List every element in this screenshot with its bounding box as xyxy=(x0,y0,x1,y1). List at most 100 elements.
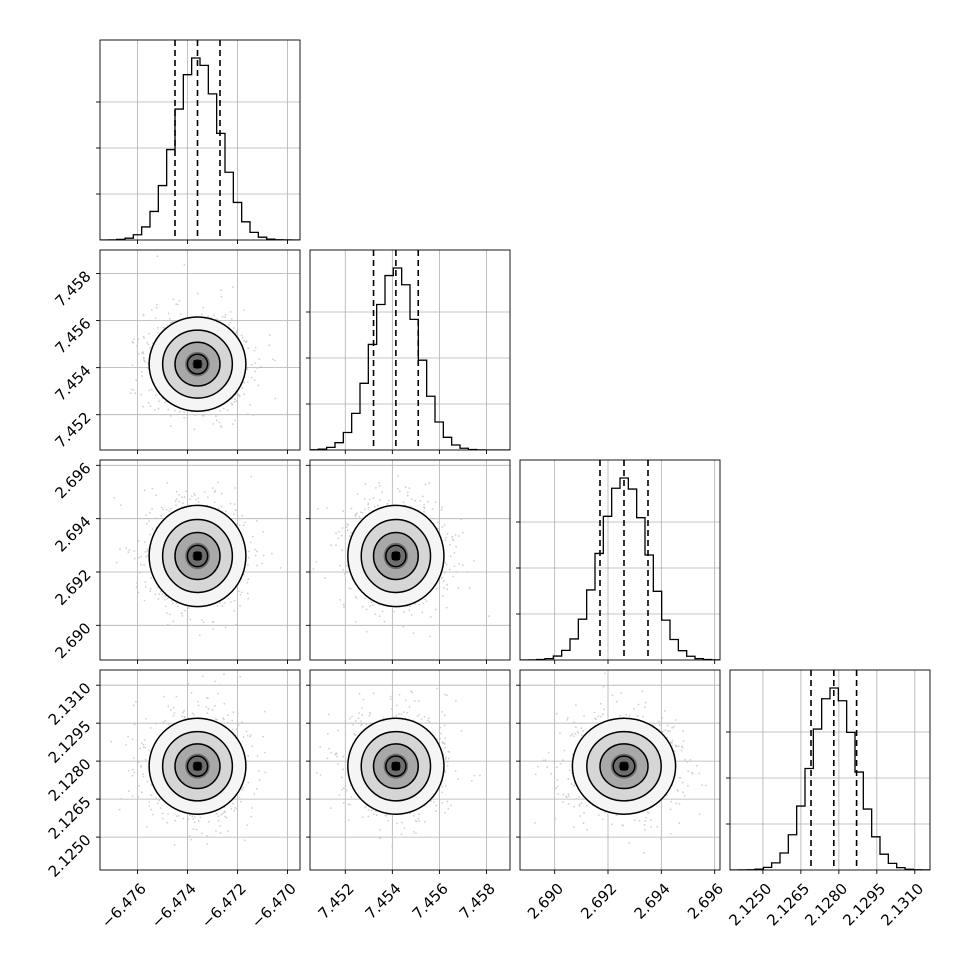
histogram-line xyxy=(100,57,300,240)
scatter-point xyxy=(402,625,405,628)
scatter-point xyxy=(212,621,215,623)
scatter-point xyxy=(233,503,236,506)
scatter-point xyxy=(169,415,172,417)
scatter-point xyxy=(131,340,134,343)
contour-line xyxy=(385,755,407,778)
scatter-point xyxy=(348,803,351,806)
scatter-point xyxy=(219,683,222,686)
scatter-point xyxy=(231,728,234,731)
scatter-point xyxy=(183,496,186,498)
x-tick-label: 2.694 xyxy=(631,880,674,923)
scatter-point xyxy=(455,700,457,702)
scatter-point xyxy=(434,501,437,504)
scatter-point xyxy=(160,506,163,509)
scatter-point xyxy=(206,835,209,837)
scatter-point xyxy=(443,724,446,727)
scatter-point xyxy=(425,600,428,603)
scatter-point xyxy=(319,746,322,748)
scatter-point xyxy=(197,500,200,503)
scatter-point xyxy=(261,562,263,565)
scatter-point xyxy=(181,615,184,617)
scatter-point xyxy=(346,571,349,574)
scatter-point xyxy=(583,811,585,814)
scatter-point xyxy=(637,703,640,706)
contour-line xyxy=(161,329,234,399)
scatter-point xyxy=(180,612,183,615)
scatter-point xyxy=(342,603,345,606)
scatter-point xyxy=(403,827,406,830)
contour-line xyxy=(385,544,407,568)
scatter-point xyxy=(164,598,166,601)
scatter-point xyxy=(406,494,409,497)
scatter-point xyxy=(195,498,197,501)
scatter-point xyxy=(365,608,368,611)
scatter-point xyxy=(219,832,222,834)
scatter-point xyxy=(252,414,255,416)
scatter-point xyxy=(205,706,208,708)
scatter-point xyxy=(336,755,338,758)
scatter-point xyxy=(676,789,679,791)
scatter-point xyxy=(449,543,451,546)
scatter-point xyxy=(164,605,167,608)
scatter-point xyxy=(446,532,449,535)
scatter-point xyxy=(687,770,690,773)
scatter-point xyxy=(681,745,683,747)
scatter-point xyxy=(377,504,379,507)
scatter-point xyxy=(566,717,569,719)
scatter-point xyxy=(698,772,701,775)
scatter-point xyxy=(217,819,220,822)
scatter-point xyxy=(691,773,694,775)
scatter-point xyxy=(641,690,644,693)
scatter-point xyxy=(330,544,332,546)
scatter-point xyxy=(383,620,386,623)
scatter-point xyxy=(368,498,371,501)
scatter-panel-0-1 xyxy=(96,249,301,454)
scatter-point xyxy=(358,692,361,695)
scatter-point xyxy=(441,801,444,804)
scatter-point xyxy=(249,734,252,736)
scatter-point xyxy=(202,306,205,309)
scatter-point xyxy=(250,475,253,478)
scatter-point xyxy=(167,312,170,315)
scatter-point xyxy=(172,707,175,709)
scatter-point xyxy=(135,586,138,589)
scatter-point xyxy=(237,724,240,727)
scatter-point xyxy=(257,384,260,387)
scatter-point xyxy=(372,604,374,607)
scatter-point xyxy=(183,715,186,718)
scatter-point xyxy=(687,784,689,787)
scatter-point xyxy=(118,808,121,811)
scatter-point xyxy=(422,602,425,605)
scatter-point xyxy=(216,718,219,721)
scatter-point xyxy=(192,828,195,830)
scatter-point xyxy=(440,508,443,511)
scatter-point xyxy=(135,700,137,703)
scatter-point xyxy=(115,561,118,564)
scatter-point xyxy=(125,744,127,746)
scatter-point xyxy=(251,745,254,748)
scatter-point xyxy=(248,550,250,553)
scatter-point xyxy=(643,851,645,854)
scatter-point xyxy=(671,726,674,729)
scatter-point xyxy=(417,817,420,820)
hist-panel-0 xyxy=(96,39,301,244)
scatter-point xyxy=(200,832,203,835)
scatter-point xyxy=(604,672,606,675)
scatter-point xyxy=(154,593,157,596)
scatter-point xyxy=(225,816,228,819)
scatter-point xyxy=(220,295,223,298)
scatter-point xyxy=(472,560,475,562)
scatter-point xyxy=(573,721,575,724)
scatter-point xyxy=(450,804,452,807)
scatter-point xyxy=(256,367,259,369)
scatter-point xyxy=(315,561,318,563)
scatter-point xyxy=(120,797,122,800)
scatter-point xyxy=(187,818,190,820)
scatter-point xyxy=(488,615,490,618)
scatter-point xyxy=(364,508,366,511)
scatter-point xyxy=(138,784,140,787)
scatter-point xyxy=(174,500,177,503)
scatter-point xyxy=(144,758,147,761)
scatter-point xyxy=(686,761,689,763)
